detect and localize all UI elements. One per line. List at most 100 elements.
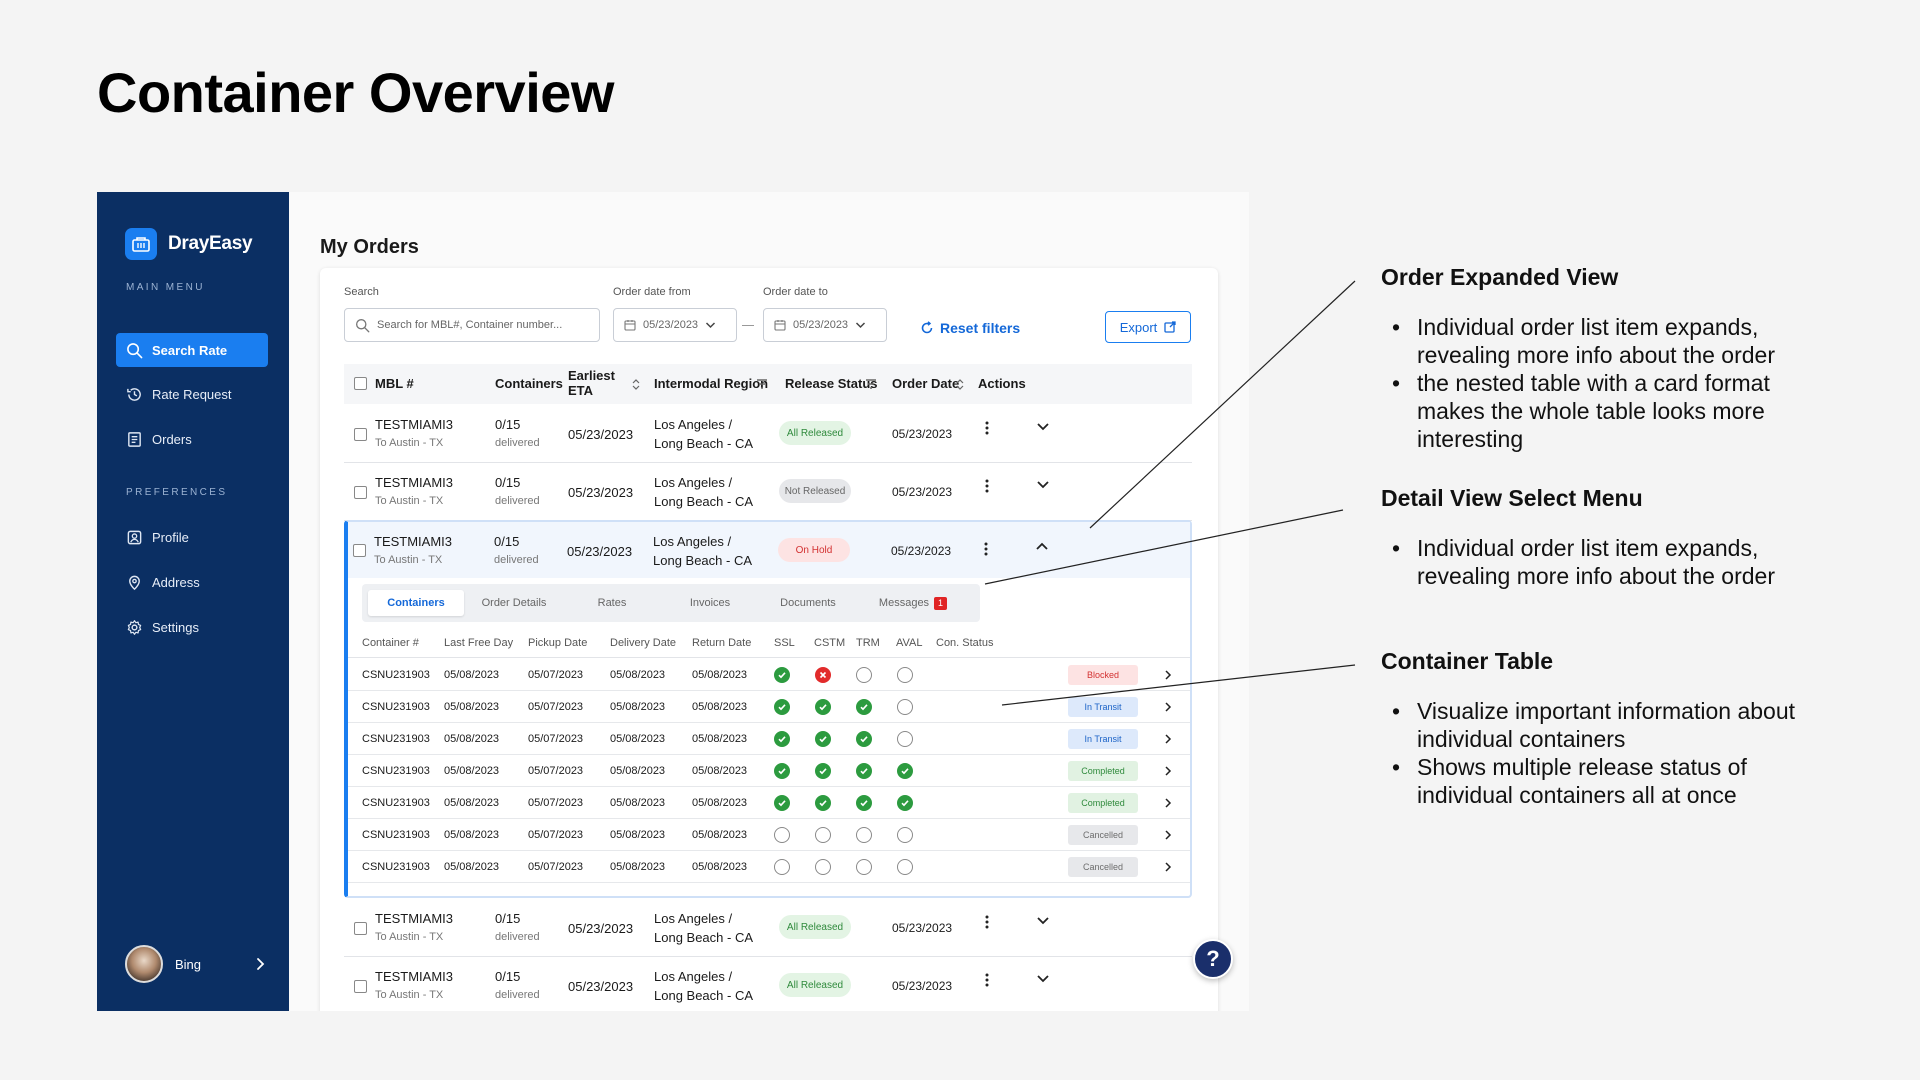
user-menu[interactable]: Bing [125, 944, 265, 984]
expanded-order: TESTMIAMI3 To Austin - TX 0/15 delivered… [344, 520, 1192, 898]
check-circle-icon [856, 699, 872, 715]
filter-icon[interactable] [865, 379, 877, 389]
col-pickup-date[interactable]: Pickup Date [528, 637, 588, 649]
calendar-icon [624, 320, 636, 331]
container-row[interactable]: CSNU231903 05/08/2023 05/07/2023 05/08/2023… [348, 659, 1190, 691]
chevron-right-icon[interactable] [1163, 829, 1173, 841]
col-return-date[interactable]: Return Date [692, 637, 752, 649]
sidebar-item-orders[interactable]: Orders [116, 422, 268, 456]
sidebar-item-profile[interactable]: Profile [116, 520, 268, 554]
container-number: CSNU231903 [362, 797, 430, 809]
earliest-eta: 05/23/2023 [568, 921, 634, 936]
delivered-label: delivered [495, 989, 540, 1001]
sidebar-item-search-rate[interactable]: Search Rate [116, 333, 268, 367]
container-row[interactable]: CSNU231903 05/08/2023 05/07/2023 05/08/2023… [348, 787, 1190, 819]
chevron-right-icon[interactable] [1163, 701, 1173, 713]
container-row[interactable]: CSNU231903 05/08/2023 05/07/2023 05/08/2023… [348, 691, 1190, 723]
chevron-down-icon[interactable] [1036, 421, 1050, 431]
calendar-icon [774, 320, 786, 331]
col-delivery-date[interactable]: Delivery Date [610, 637, 677, 649]
tab-documents[interactable]: Documents [760, 590, 856, 616]
sidebar-item-settings[interactable]: Settings [116, 610, 268, 644]
col-earliest-eta[interactable]: Earliest ETA [568, 368, 615, 398]
order-row-expanded[interactable]: TESTMIAMI3 To Austin - TX 0/15 delivered… [348, 522, 1190, 578]
detail-view-tabs: Containers Order Details Rates Invoices … [362, 584, 980, 622]
annotation-bullet: Visualize important information about in… [1392, 697, 1822, 753]
container-row[interactable]: CSNU231903 05/08/2023 05/07/2023 05/08/2023… [348, 723, 1190, 755]
date-to-field[interactable]: 05/23/2023 [763, 308, 887, 342]
chevron-right-icon [257, 958, 265, 970]
container-row[interactable]: CSNU231903 05/08/2023 05/07/2023 05/08/2023… [348, 851, 1190, 883]
chevron-right-icon[interactable] [1163, 765, 1173, 777]
chevron-down-icon[interactable] [1036, 973, 1050, 983]
chevron-down-icon[interactable] [1036, 915, 1050, 925]
sort-icon[interactable] [956, 379, 964, 390]
mbl-number: TESTMIAMI3 [374, 534, 453, 549]
sidebar-item-rate-request[interactable]: Rate Request [116, 377, 268, 411]
empty-circle-icon [774, 859, 790, 875]
region-line-1: Los Angeles / [654, 475, 733, 490]
row-checkbox[interactable] [353, 544, 366, 557]
return-date: 05/08/2023 [692, 829, 748, 841]
chevron-right-icon[interactable] [1163, 797, 1173, 809]
annotation-bullet: the nested table with a card format make… [1392, 369, 1812, 453]
search-input[interactable]: Search for MBL#, Container number... [344, 308, 600, 342]
col-intermodal-region[interactable]: Intermodal Region [654, 376, 769, 391]
help-button[interactable]: ? [1193, 939, 1233, 979]
container-status-badge: In Transit [1068, 697, 1138, 717]
chevron-right-icon[interactable] [1163, 733, 1173, 745]
container-row[interactable]: CSNU231903 05/08/2023 05/07/2023 05/08/2023… [348, 755, 1190, 787]
tab-order-details[interactable]: Order Details [466, 590, 562, 616]
search-icon [356, 318, 370, 332]
brand[interactable]: DrayEasy [125, 228, 253, 260]
more-vertical-icon[interactable] [984, 477, 990, 495]
order-row[interactable]: TESTMIAMI3 To Austin - TX 0/15 delivered… [344, 463, 1192, 521]
mbl-number: TESTMIAMI3 [375, 911, 454, 926]
empty-circle-icon [856, 667, 872, 683]
sidebar-item-address[interactable]: Address [116, 565, 268, 599]
row-checkbox[interactable] [354, 486, 367, 499]
col-release-status[interactable]: Release Status [785, 376, 878, 391]
more-vertical-icon[interactable] [984, 419, 990, 437]
export-button[interactable]: Export [1105, 311, 1191, 343]
destination: To Austin - TX [374, 554, 443, 566]
tab-invoices[interactable]: Invoices [662, 590, 758, 616]
date-from-field[interactable]: 05/23/2023 [613, 308, 737, 342]
col-order-date[interactable]: Order Date [892, 376, 960, 391]
region-line-2: Long Beach - CA [654, 494, 754, 509]
row-checkbox[interactable] [354, 922, 367, 935]
check-circle-icon [897, 795, 913, 811]
order-row[interactable]: TESTMIAMI3 To Austin - TX 0/15 delivered… [344, 899, 1192, 957]
more-vertical-icon[interactable] [984, 971, 990, 989]
tab-rates[interactable]: Rates [564, 590, 660, 616]
chevron-down-icon[interactable] [1036, 479, 1050, 489]
orders-card: Search Search for MBL#, Container number… [320, 268, 1218, 1011]
order-date: 05/23/2023 [891, 544, 952, 558]
filter-icon[interactable] [756, 379, 768, 389]
select-all-checkbox[interactable] [354, 377, 367, 390]
location-icon [129, 575, 140, 590]
chevron-right-icon[interactable] [1163, 669, 1173, 681]
col-last-free-day[interactable]: Last Free Day [444, 637, 514, 649]
order-row[interactable]: TESTMIAMI3 To Austin - TX 0/15 delivered… [344, 405, 1192, 463]
chevron-right-icon[interactable] [1163, 861, 1173, 873]
last-free-day: 05/08/2023 [444, 765, 500, 777]
row-checkbox[interactable] [354, 980, 367, 993]
sort-icon[interactable] [632, 379, 640, 390]
avatar [125, 945, 163, 983]
delivery-date: 05/08/2023 [610, 669, 666, 681]
tab-label: Invoices [689, 597, 731, 609]
order-row[interactable]: TESTMIAMI3 To Austin - TX 0/15 delivered… [344, 957, 1192, 1011]
return-date: 05/08/2023 [692, 701, 748, 713]
more-vertical-icon[interactable] [983, 540, 989, 558]
tab-messages[interactable]: Messages 1 [858, 590, 968, 616]
sidebar-item-label: Rate Request [152, 386, 232, 402]
check-circle-icon [774, 731, 790, 747]
empty-circle-icon [815, 827, 831, 843]
more-vertical-icon[interactable] [984, 913, 990, 931]
chevron-up-icon[interactable] [1035, 542, 1049, 552]
container-row[interactable]: CSNU231903 05/08/2023 05/07/2023 05/08/2023… [348, 819, 1190, 851]
tab-containers[interactable]: Containers [368, 590, 464, 616]
reset-filters-button[interactable]: Reset filters [920, 320, 1020, 336]
row-checkbox[interactable] [354, 428, 367, 441]
